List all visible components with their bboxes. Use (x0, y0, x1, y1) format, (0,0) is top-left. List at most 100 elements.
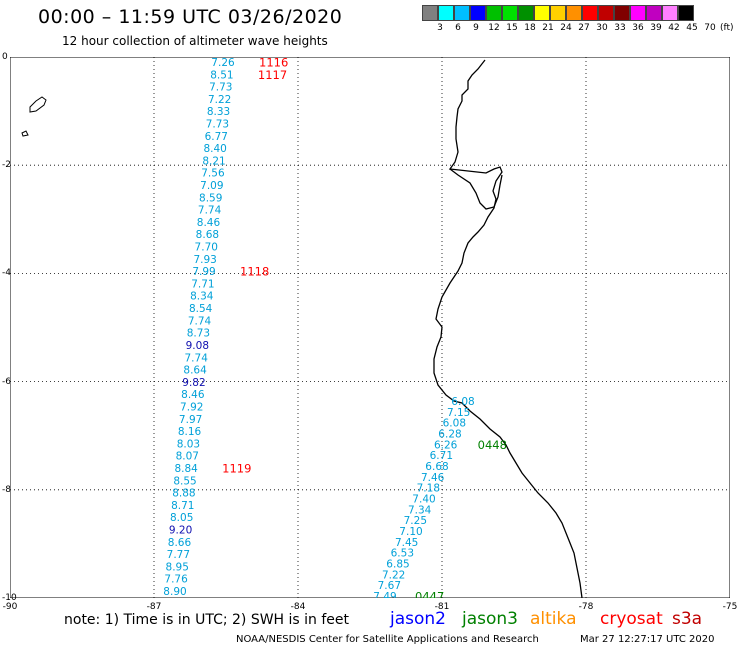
legend-swatch (534, 5, 550, 21)
track1-value: 8.16 (178, 426, 202, 438)
track2-pass-label: 0448 (478, 438, 507, 452)
track1-value: 7.74 (198, 205, 222, 217)
track2-value: 6.68 (425, 461, 448, 473)
track1-value: 7.74 (185, 352, 209, 364)
x-tick-label: -81 (434, 602, 450, 612)
legend-unit: (ft) (720, 23, 734, 33)
track2-value: 6.85 (386, 559, 409, 571)
legend-label: 70 (704, 23, 716, 33)
track1-value: 8.95 (166, 561, 189, 573)
track2-value: 7.40 (412, 494, 435, 506)
legend-swatch (598, 5, 614, 21)
track1-pass-label: 1117 (258, 68, 287, 82)
legend-swatch (646, 5, 662, 21)
track1-value: 8.84 (174, 463, 198, 475)
legend-swatch (662, 5, 678, 21)
track1-value: 6.77 (205, 131, 228, 143)
legend-swatch (438, 5, 454, 21)
legend-label: 15 (506, 23, 518, 33)
track1-value: 7.26 (211, 57, 235, 69)
track1-value: 7.97 (179, 414, 202, 426)
legend-swatch (630, 5, 646, 21)
legend-swatch (422, 5, 438, 21)
track1-value: 8.05 (170, 512, 193, 524)
x-tick-label: -84 (290, 602, 306, 612)
track1-value: 7.93 (193, 254, 216, 266)
track1-value: 9.82 (182, 377, 205, 389)
track1-value: 8.40 (203, 143, 226, 155)
track1-value: 8.54 (189, 303, 213, 315)
track2-value: 7.45 (395, 537, 418, 549)
legend-label: 36 (632, 23, 644, 33)
legend-label: 45 (686, 23, 698, 33)
legend-swatches (422, 5, 694, 21)
track2-value: 7.15 (447, 407, 470, 419)
legend-swatch (518, 5, 534, 21)
generated-timestamp: Mar 27 12:27:17 UTC 2020 (580, 634, 715, 645)
x-tick-label: -75 (722, 602, 738, 612)
legend-swatch (502, 5, 518, 21)
track1-value: 8.59 (199, 192, 222, 204)
track2-pass-label: 0447 (415, 590, 444, 599)
legend-label: 27 (578, 23, 590, 33)
legend-swatch (614, 5, 630, 21)
page-subtitle: 12 hour collection of altimeter wave hei… (62, 34, 328, 48)
track1-value: 8.66 (168, 537, 192, 549)
track1-value: 8.34 (190, 291, 214, 303)
track2-value: 6.26 (434, 439, 458, 451)
mission-altika: altika (530, 609, 577, 629)
track1-value: 8.88 (172, 488, 195, 500)
galapagos-islet (21, 130, 29, 137)
mission-s3a: s3a (672, 609, 703, 629)
track2-value: 6.28 (438, 429, 461, 441)
track1-value: 8.73 (187, 328, 210, 340)
credit-line: NOAA/NESDIS Center for Satellite Applica… (236, 634, 539, 645)
track2-value: 6.53 (391, 548, 414, 560)
mission-jason2: jason2 (390, 609, 446, 629)
track1-value: 9.20 (169, 524, 192, 536)
track1-value: 7.22 (208, 94, 231, 106)
footer-note: note: 1) Time is in UTC; 2) SWH is in fe… (64, 612, 350, 628)
track1-value: 8.68 (196, 229, 219, 241)
legend-label: 21 (542, 23, 554, 33)
track2-value: 7.67 (378, 580, 401, 592)
track1-value: 9.08 (186, 340, 209, 352)
legend-swatch (486, 5, 502, 21)
y-tick-label: -8 (2, 484, 11, 495)
track2-value: 7.34 (408, 504, 432, 516)
track1-value: 8.55 (173, 475, 196, 487)
galapagos-island (29, 96, 47, 113)
track1-value: 7.71 (191, 278, 214, 290)
track1-value: 8.64 (183, 365, 207, 377)
track2-value: 7.49 (373, 591, 396, 598)
x-tick-label: -90 (2, 602, 18, 612)
track1-value: 7.73 (209, 82, 232, 94)
track1-value: 7.76 (164, 574, 188, 586)
page-title: 00:00 – 11:59 UTC 03/26/2020 (38, 6, 343, 28)
legend-swatch (470, 5, 486, 21)
y-tick-label: -2 (2, 160, 11, 171)
altimeter-track-2: 6.087.156.086.286.266.716.687.467.187.40… (373, 396, 507, 598)
legend-label: 6 (455, 23, 461, 33)
track2-value: 6.08 (451, 396, 474, 408)
legend-label: 42 (668, 23, 680, 33)
track1-value: 8.07 (176, 451, 199, 463)
track1-value: 7.74 (188, 315, 212, 327)
track1-value: 7.70 (195, 242, 218, 254)
track1-value: 8.33 (207, 106, 230, 118)
legend-labels: (ft) 3 6 9 12 15 18 21 24 27 30 33 36 39 42 45 70 (422, 23, 740, 37)
legend-swatch (678, 5, 694, 21)
track1-value: 8.46 (181, 389, 205, 401)
track1-value: 8.90 (163, 586, 186, 598)
legend-label: 39 (650, 23, 662, 33)
track1-value: 7.56 (201, 168, 225, 180)
legend-label: 3 (437, 23, 443, 33)
wave-height-map: 7.268.517.737.228.337.736.778.408.217.56… (10, 57, 730, 598)
legend-label: 18 (524, 23, 536, 33)
track1-value: 7.99 (192, 266, 215, 278)
track2-value: 7.22 (382, 569, 405, 581)
footer-note-bar: note: 1) Time is in UTC; 2) SWH is in fe… (0, 609, 740, 631)
track1-pass-label: 1118 (240, 265, 269, 279)
legend-label: 33 (614, 23, 626, 33)
grid-lines (10, 57, 730, 598)
